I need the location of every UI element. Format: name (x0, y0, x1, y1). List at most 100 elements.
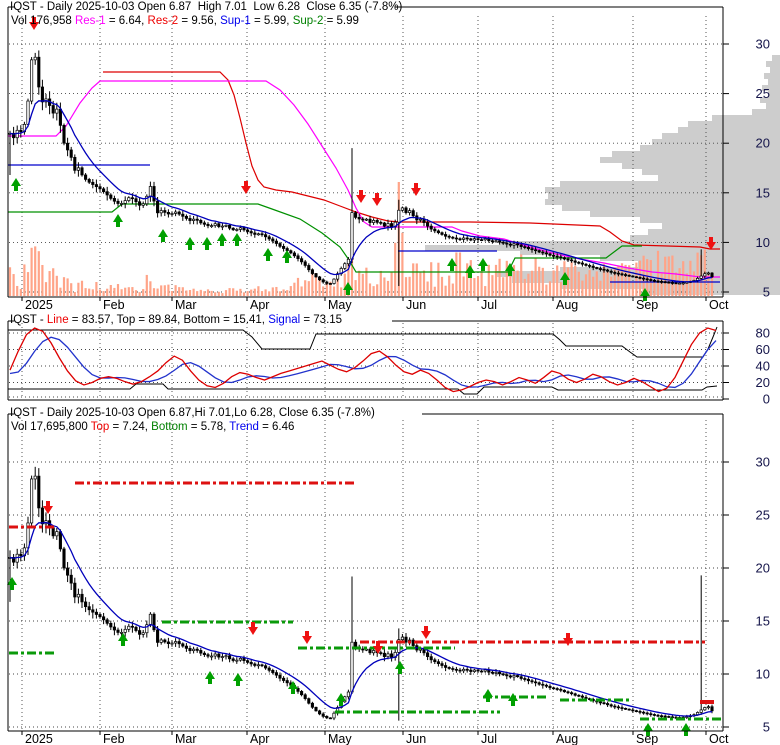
buy-arrow-icon (465, 265, 475, 278)
sell-arrow-icon (241, 181, 251, 194)
header-segment: IQST - Daily 2025-10-03 Open 6.87,Hi 7.0… (10, 407, 375, 419)
buy-arrow-icon (185, 237, 195, 250)
header-segment: IQST - (10, 314, 47, 326)
header-segment: Line (46, 314, 69, 326)
buy-arrow-icon (505, 263, 515, 276)
panel3-signal-arrows (7, 501, 691, 736)
header-segment: = 6.46 (258, 421, 295, 433)
res2-line (103, 71, 720, 250)
svg-text:10: 10 (756, 235, 770, 250)
res1-line (8, 80, 720, 278)
svg-text:Feb: Feb (103, 732, 125, 745)
svg-text:Sep: Sep (636, 732, 658, 745)
panel3-candlesticks (8, 466, 714, 721)
svg-text:15: 15 (756, 614, 770, 629)
header-segment: Res-1 (74, 15, 106, 27)
sell-arrow-icon (421, 626, 431, 639)
buy-arrow-icon (395, 661, 405, 674)
signal-line (9, 336, 717, 389)
header-segment: Bottom (151, 421, 188, 433)
current-top-marker (700, 700, 714, 704)
sell-arrow-icon (411, 183, 421, 196)
svg-text:May: May (328, 732, 352, 745)
bottom-band-line (8, 383, 718, 395)
buy-arrow-icon (11, 178, 21, 191)
panel1-subtitle: Vol 176,958 Res-1 = 6.64, Res-2 = 9.56, … (11, 15, 359, 28)
svg-text:20: 20 (756, 136, 770, 151)
buy-arrow-icon (118, 633, 128, 646)
panel3-frame: 30 25 20 15 10 5 2025 Feb Mar Apr May Jun Jul Aug Sep O… (7, 413, 770, 745)
buy-arrow-icon (113, 214, 123, 227)
header-segment: = 6.64, (105, 15, 148, 27)
oscillator-line (9, 327, 717, 393)
svg-text:Sep: Sep (636, 298, 658, 312)
header-segment: IQST - Daily 2025-10-03 Open 6.87 High 7… (10, 1, 403, 13)
buy-arrow-icon (217, 233, 227, 246)
svg-text:30: 30 (756, 455, 770, 470)
sell-arrow-icon (356, 190, 366, 203)
svg-text:Jul: Jul (481, 298, 497, 312)
buy-arrow-icon (205, 671, 215, 684)
sell-arrow-icon (563, 633, 573, 646)
header-segment: Vol 17,695,800 (11, 421, 91, 433)
buy-arrow-icon (233, 673, 243, 686)
header-segment: Top (90, 421, 110, 433)
trend-line (9, 99, 713, 283)
svg-text:2025: 2025 (25, 732, 53, 745)
panel3-title: IQST - Daily 2025-10-03 Open 6.87,Hi 7.0… (10, 407, 375, 420)
svg-text:30: 30 (756, 37, 770, 52)
svg-text:20: 20 (756, 561, 770, 576)
svg-text:40: 40 (756, 359, 770, 374)
panel2-bands (8, 326, 718, 395)
panel1-signal-arrows (11, 17, 716, 301)
header-segment: Trend (229, 421, 259, 433)
svg-text:Apr: Apr (250, 732, 269, 745)
buy-arrow-icon (202, 237, 212, 250)
header-segment: = 83.57, Top = 89.84, Bottom = 15.41, (68, 314, 269, 326)
svg-text:Oct: Oct (709, 732, 729, 745)
svg-text:Aug: Aug (556, 732, 578, 745)
header-segment: = 9.56, (178, 15, 221, 27)
sell-arrow-icon (302, 631, 312, 644)
sell-arrow-icon (372, 193, 382, 206)
panel1-gridlines (9, 16, 722, 296)
svg-text:80: 80 (756, 326, 770, 341)
header-segment: Vol 176,958 (11, 15, 75, 27)
top-band-line (8, 326, 718, 358)
svg-text:Apr: Apr (250, 298, 269, 312)
sell-arrow-icon (29, 17, 39, 30)
sell-arrow-icon (248, 622, 258, 635)
svg-text:25: 25 (756, 86, 770, 101)
svg-text:60: 60 (756, 342, 770, 357)
svg-text:15: 15 (756, 185, 770, 200)
svg-text:Jun: Jun (406, 298, 426, 312)
buy-arrow-icon (336, 693, 346, 706)
header-segment: = 73.15 (300, 314, 343, 326)
header-segment: Signal (268, 314, 301, 326)
buy-arrow-icon (483, 689, 493, 702)
svg-text:Mar: Mar (175, 298, 197, 312)
svg-text:10: 10 (756, 667, 770, 682)
buy-arrow-icon (447, 258, 457, 271)
panel1-volume-profile (425, 55, 780, 295)
sell-arrow-icon (43, 501, 53, 514)
buy-arrow-icon (263, 248, 273, 261)
buy-arrow-icon (7, 577, 17, 590)
buy-arrow-icon (681, 723, 691, 736)
header-segment: = 5.99, (250, 15, 293, 27)
svg-text:5: 5 (763, 720, 770, 735)
svg-text:Jul: Jul (481, 732, 497, 745)
buy-arrow-icon (478, 258, 488, 271)
svg-text:Mar: Mar (175, 732, 197, 745)
sell-arrow-icon (373, 641, 383, 654)
sell-arrow-icon (706, 237, 716, 250)
panel1-candlesticks (8, 50, 714, 287)
svg-text:Jun: Jun (406, 732, 426, 745)
trend-line (9, 521, 713, 717)
svg-text:May: May (328, 298, 352, 312)
svg-text:20: 20 (756, 375, 770, 390)
panel3-band-dashes (9, 481, 722, 721)
